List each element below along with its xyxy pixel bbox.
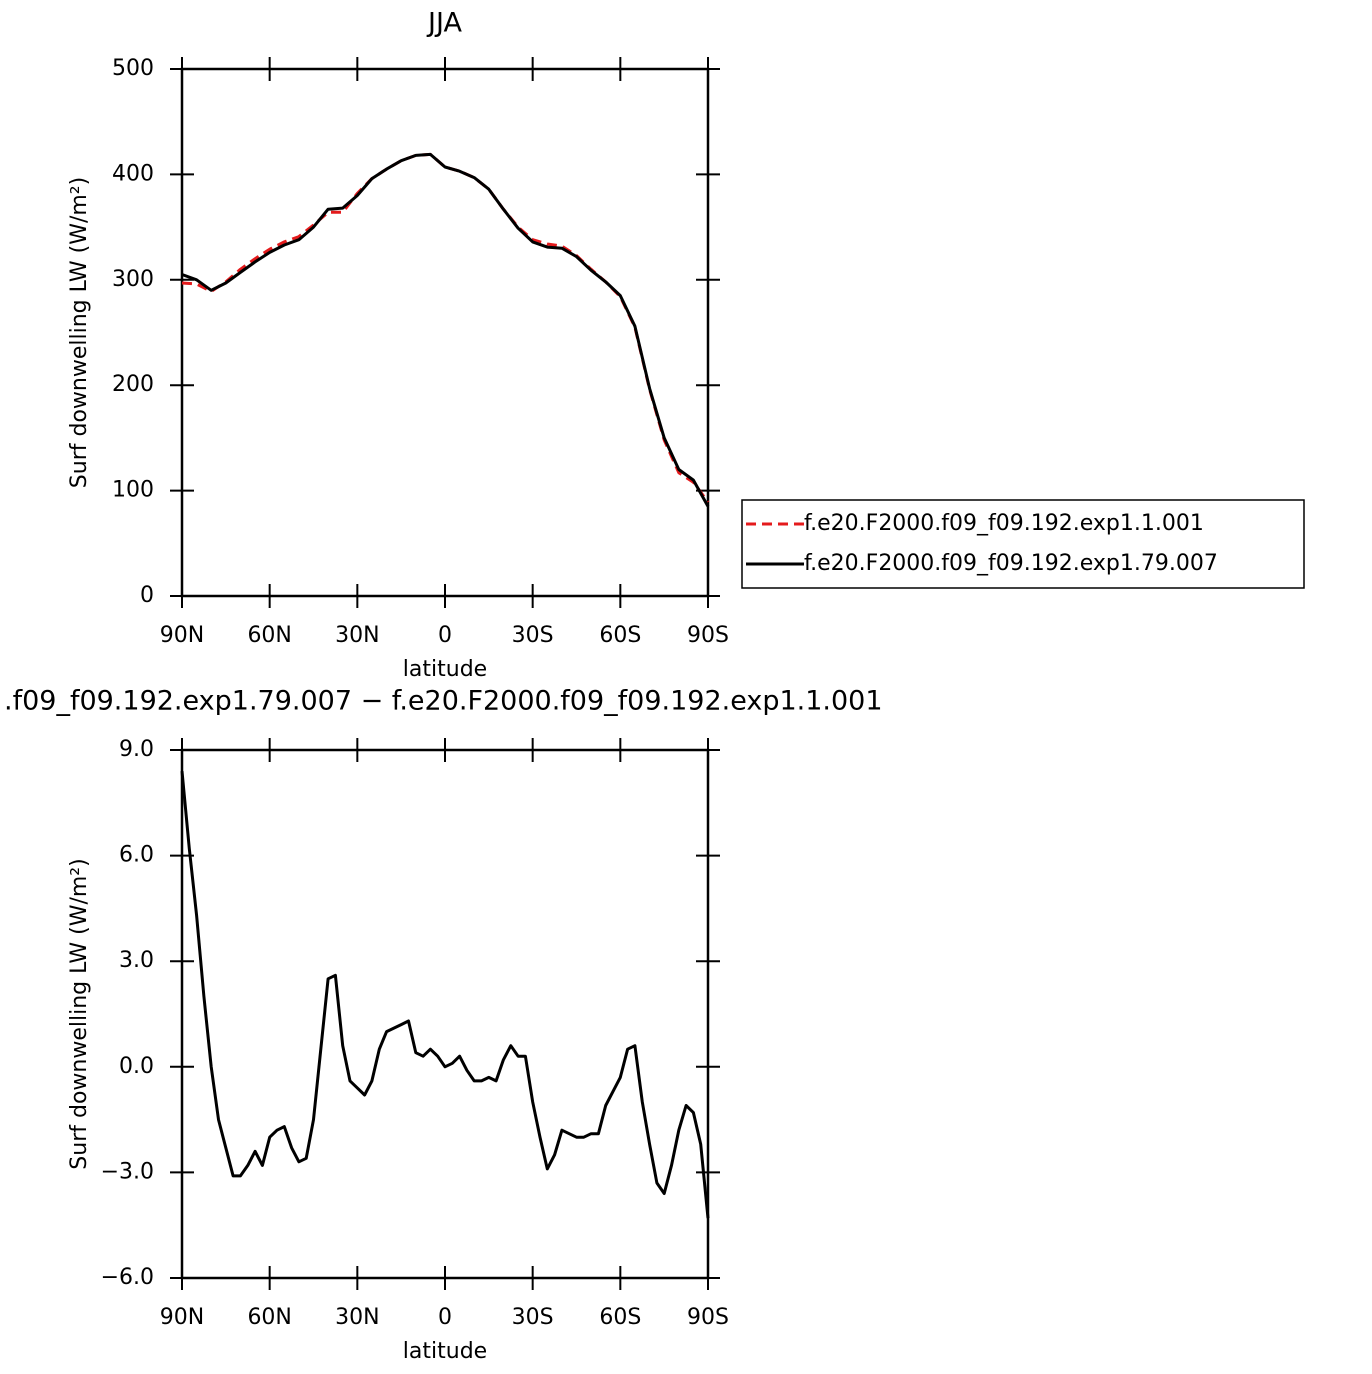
y-tick-label: 0.0 [119,1054,154,1079]
y-tick-label: 6.0 [119,843,154,868]
x-tick-label: 90S [687,623,729,648]
x-axis-label: latitude [403,1339,487,1364]
x-tick-label: 90S [687,1305,729,1330]
x-tick-label: 60S [599,1305,641,1330]
y-tick-label: 0 [140,583,154,608]
y-axis-label: Surf downwelling LW (W/m²) [67,177,92,488]
legend-box [741,499,1305,589]
x-axis-label: latitude [403,657,487,682]
x-tick-label: 90N [160,1305,204,1330]
x-tick-label: 30S [512,1305,554,1330]
y-tick-label: 200 [112,372,154,397]
legend-label: f.e20.F2000.f09_f09.192.exp1.79.007 [804,551,1218,576]
x-tick-label: 60S [599,623,641,648]
y-tick-label: 300 [112,267,154,292]
x-tick-label: 30N [335,1305,379,1330]
legend-label: f.e20.F2000.f09_f09.192.exp1.1.001 [804,511,1204,536]
y-tick-label: −3.0 [101,1159,154,1184]
y-axis-label: Surf downwelling LW (W/m²) [67,858,92,1169]
data-line [180,770,710,1219]
chart-title: JJA [426,8,462,39]
chart-title: .f09_f09.192.exp1.79.007 − f.e20.F2000.f… [4,686,883,717]
data-line [181,152,710,508]
x-tick-label: 90N [160,623,204,648]
x-tick-label: 30S [512,623,554,648]
x-tick-label: 30N [335,623,379,648]
y-tick-label: 3.0 [119,948,154,973]
y-tick-label: −6.0 [101,1265,154,1290]
y-tick-label: 9.0 [119,737,154,762]
x-tick-label: 0 [438,1305,452,1330]
y-tick-label: 100 [112,478,154,503]
y-tick-label: 500 [112,56,154,81]
data-line [181,152,710,504]
y-tick-label: 400 [112,161,154,186]
plot-frame [180,748,710,1280]
x-tick-label: 0 [438,623,452,648]
x-tick-label: 60N [247,1305,291,1330]
x-tick-label: 60N [247,623,291,648]
plot-frame [180,67,710,598]
